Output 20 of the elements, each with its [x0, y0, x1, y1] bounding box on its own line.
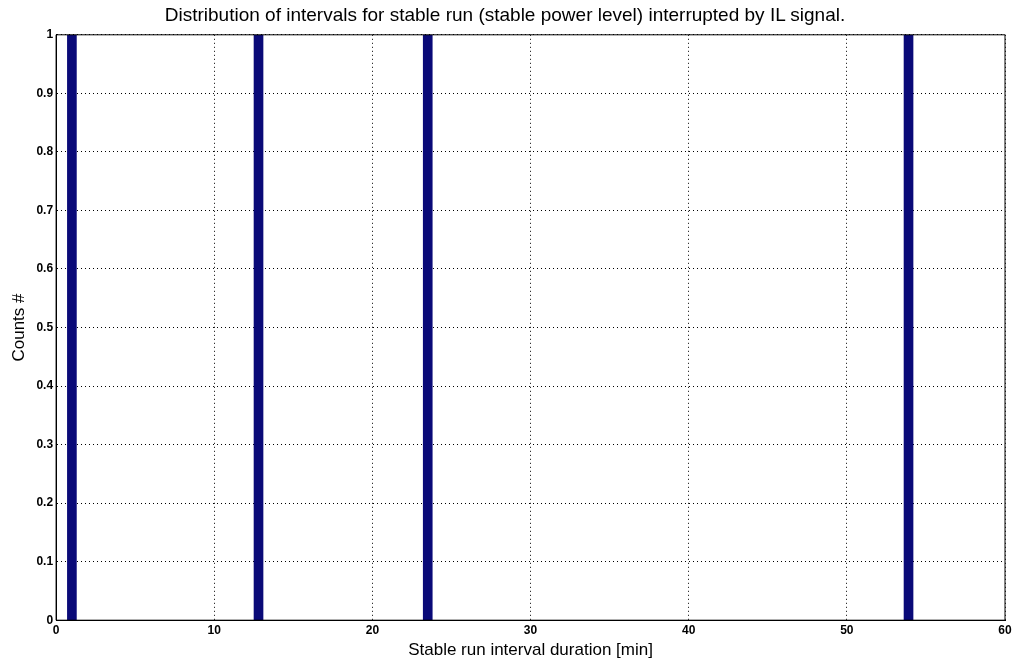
y-tick-label: 0.2: [36, 495, 54, 510]
x-tick-label: 30: [523, 622, 538, 637]
y-tick-label: 0.1: [36, 553, 54, 568]
y-axis-title: Counts #: [8, 292, 28, 362]
y-tick-label: 1: [46, 27, 54, 42]
x-tick-label: 20: [365, 622, 380, 637]
y-tick-label: 0.4: [36, 378, 54, 393]
x-tick-label: 40: [682, 622, 696, 637]
x-tick-label: 50: [840, 622, 854, 637]
x-axis-title: Stable run interval duration [min]: [408, 640, 653, 660]
y-tick-label: 0.8: [36, 144, 54, 159]
y-tick-label: 0.5: [36, 319, 54, 334]
y-tick-label: 0.9: [36, 85, 54, 100]
chart-title: Distribution of intervals for stable run (stable power level) interrupted by IL signal.: [164, 3, 846, 25]
x-tick-label: 10: [207, 622, 222, 637]
y-tick-label: 0.6: [36, 261, 54, 276]
y-tick-label: 0.3: [36, 436, 54, 451]
x-tick-label: 60: [998, 622, 1012, 637]
y-tick-label: 0.7: [36, 202, 54, 217]
y-tick-label: 0: [46, 612, 54, 627]
